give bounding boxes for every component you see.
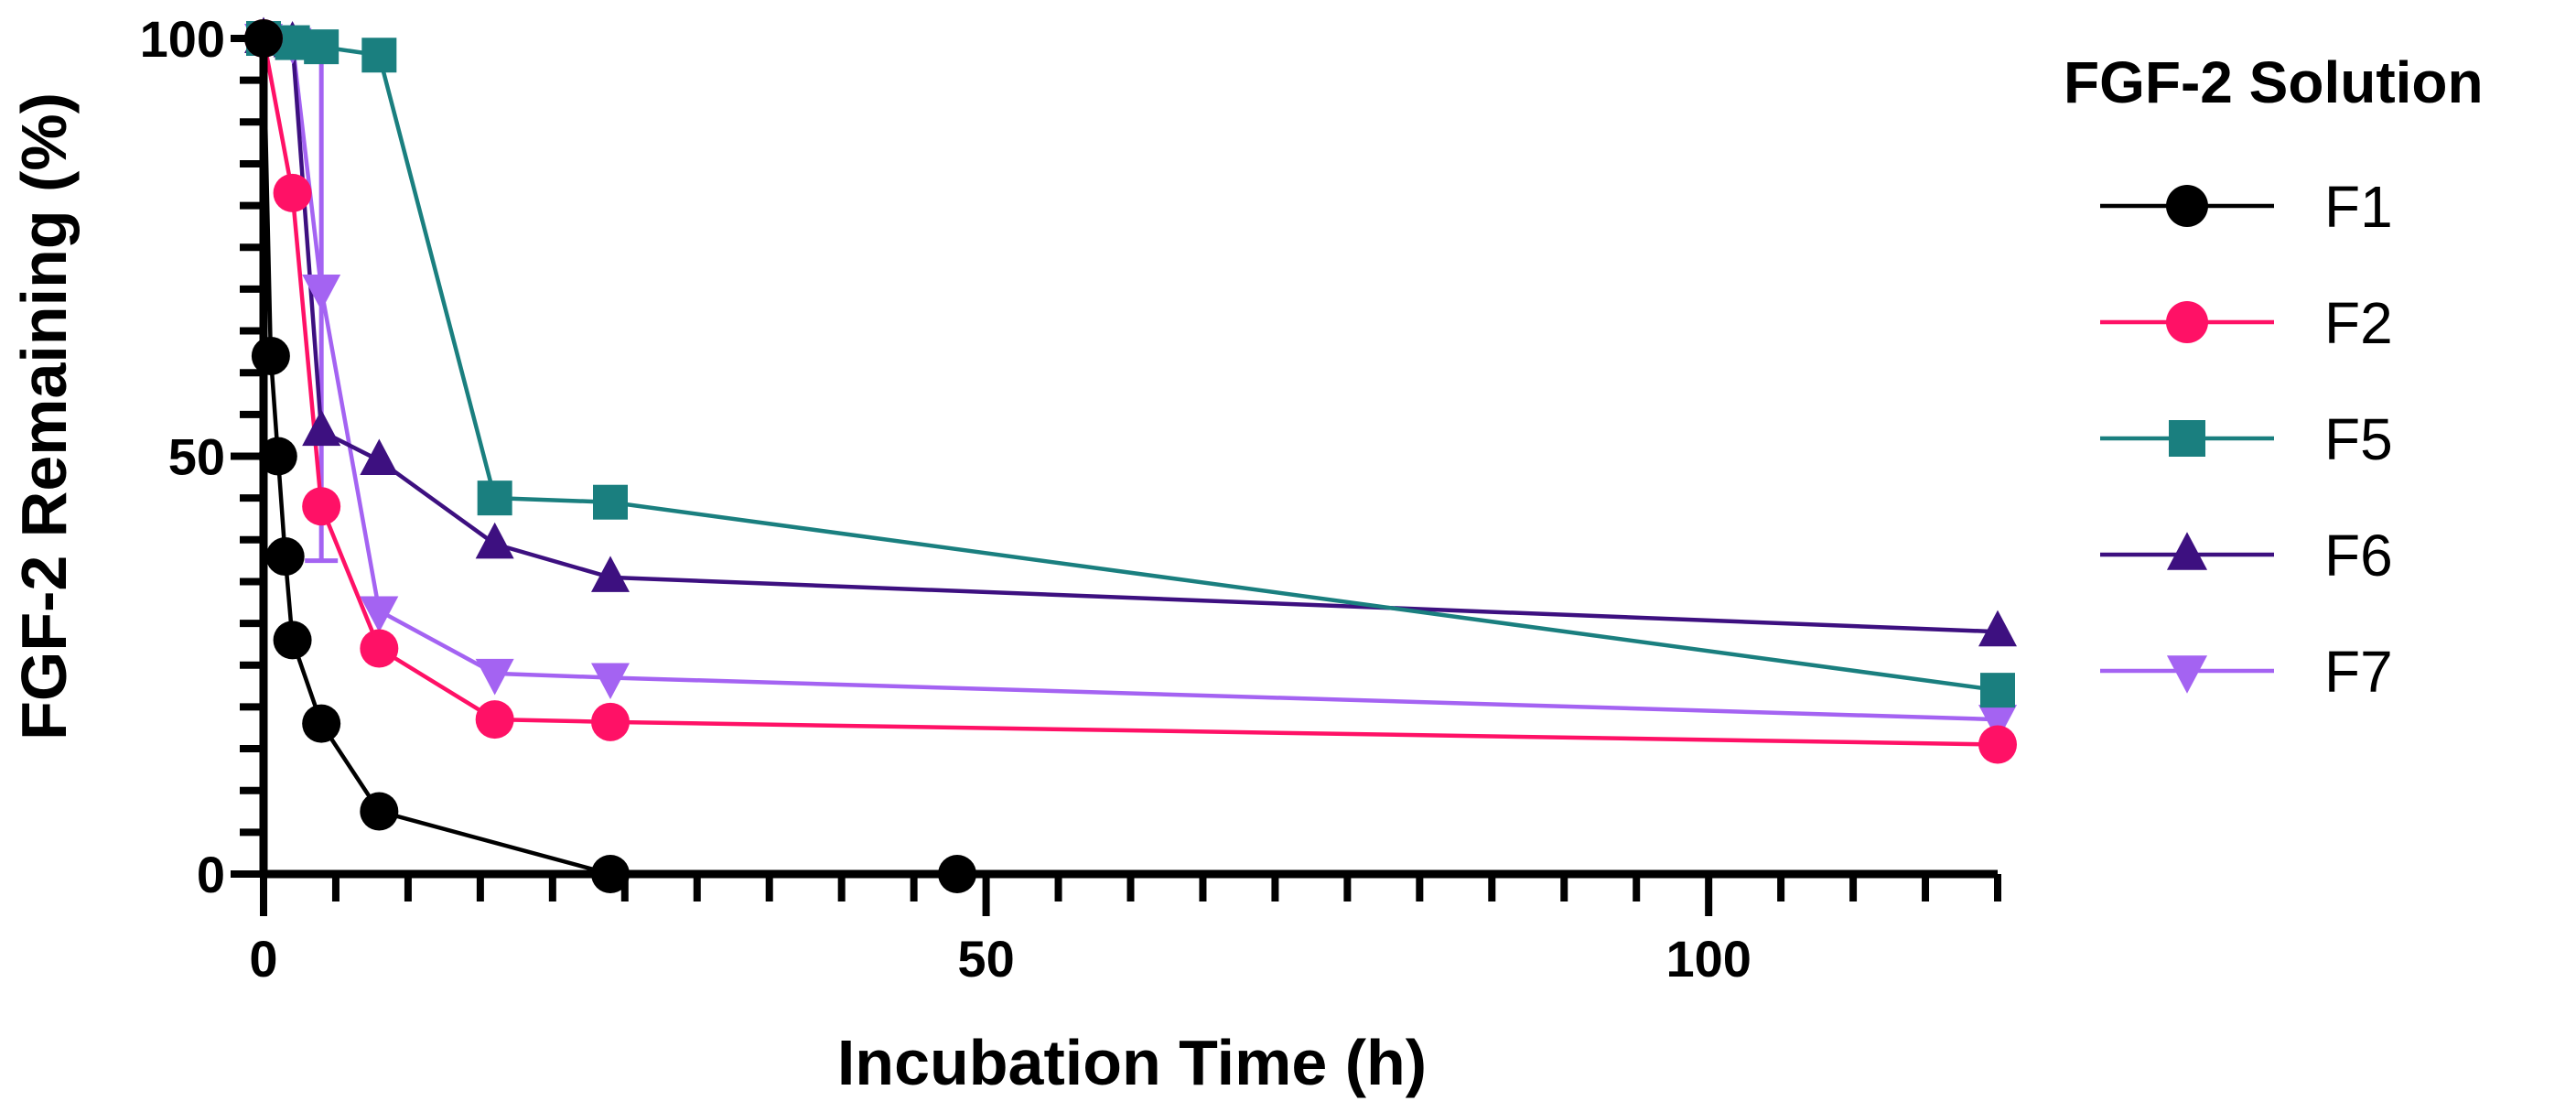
data-point-f2 <box>273 173 312 212</box>
data-point-f6 <box>591 556 630 592</box>
series-markers-f7 <box>244 24 2017 741</box>
data-point-f1 <box>258 437 297 476</box>
legend-marker-f1 <box>2166 185 2208 227</box>
legend-marker-f5 <box>2169 420 2205 457</box>
legend-title: FGF-2 Solution <box>2064 49 2484 115</box>
y-axis-title: FGF-2 Remaining (%) <box>8 92 80 740</box>
legend: FGF-2 Solution F1 F2 F5 F6 F7 <box>2064 49 2484 705</box>
data-point-f6 <box>360 438 399 476</box>
data-point-f6 <box>475 522 514 559</box>
data-point-f5 <box>304 29 340 65</box>
data-point-f2 <box>360 629 399 668</box>
y-tick-label: 0 <box>197 846 225 903</box>
series-line-f6 <box>263 36 1999 634</box>
series-f2 <box>261 38 1999 747</box>
data-point-f2 <box>475 700 514 740</box>
data-point-f2 <box>302 487 341 526</box>
x-tick-label: 50 <box>957 930 1014 988</box>
data-point-f5 <box>477 480 512 516</box>
legend-marker-f6 <box>2166 532 2208 570</box>
legend-item-f6: F6 <box>2100 523 2393 588</box>
x-axis-title: Incubation Time (h) <box>837 1027 1427 1098</box>
data-point-f7 <box>360 596 399 632</box>
series-line-f7 <box>263 36 1999 722</box>
data-point-f1 <box>265 537 305 577</box>
series-f7 <box>263 36 1999 722</box>
series-layer <box>244 16 2017 893</box>
series-f6 <box>263 36 1999 634</box>
series-f5 <box>263 36 1999 693</box>
series-markers-f6 <box>244 16 2017 647</box>
legend-label-f7: F7 <box>2324 639 2393 705</box>
axes-layer: 0 50 100 0 50 100 <box>140 10 2001 988</box>
data-point-f5 <box>1980 673 2015 708</box>
data-point-f1 <box>302 704 341 743</box>
x-tick-label: 100 <box>1665 930 1751 988</box>
data-point-f2 <box>591 702 630 741</box>
legend-marker-f7 <box>2166 655 2208 694</box>
series-markers-f1 <box>244 19 976 893</box>
legend-label-f2: F2 <box>2324 290 2393 356</box>
data-point-f1 <box>360 792 399 831</box>
series-markers-f2 <box>244 19 2017 764</box>
data-point-f6 <box>302 409 341 447</box>
data-point-f5 <box>361 38 397 73</box>
legend-label-f5: F5 <box>2324 406 2393 472</box>
legend-item-f5: F5 <box>2100 406 2393 472</box>
data-point-f2 <box>1978 725 2017 764</box>
data-point-f7 <box>475 658 514 696</box>
y-tick-label: 100 <box>140 10 225 68</box>
data-point-f1 <box>273 621 312 660</box>
y-tick-label: 50 <box>168 428 225 486</box>
data-point-f5 <box>593 484 628 520</box>
data-point-f7 <box>591 663 630 700</box>
legend-item-f1: F1 <box>2100 174 2393 240</box>
x-tick-label: 0 <box>249 930 277 988</box>
legend-label-f6: F6 <box>2324 523 2393 588</box>
data-point-f7 <box>1978 705 2017 741</box>
legend-item-f2: F2 <box>2100 290 2393 356</box>
legend-label-f1: F1 <box>2324 174 2393 240</box>
data-point-f7 <box>302 274 341 311</box>
legend-marker-f2 <box>2166 301 2208 343</box>
series-line-f2 <box>261 38 1999 747</box>
series-markers-f5 <box>246 21 2015 708</box>
data-point-f6 <box>1978 610 2017 647</box>
series-line-f5 <box>263 36 1999 693</box>
legend-item-f7: F7 <box>2100 639 2393 705</box>
